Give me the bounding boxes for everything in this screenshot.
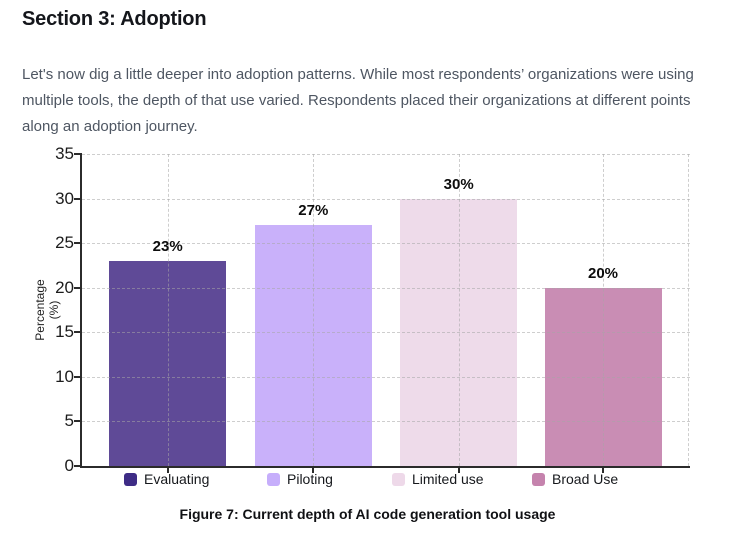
bar-value-label: 30% — [443, 175, 474, 193]
bar-value-label: 20% — [587, 264, 619, 282]
gridline-vertical — [167, 154, 169, 466]
y-axis-line — [80, 154, 82, 468]
y-axis-tick-label: 35 — [55, 144, 74, 163]
y-axis-tick-label: 10 — [55, 366, 74, 386]
legend-label: Piloting — [287, 471, 333, 487]
y-axis-tick-label: 0 — [64, 456, 74, 475]
intro-paragraph: Let's now dig a little deeper into adopt… — [22, 66, 694, 135]
legend-item-evaluating: Evaluating — [124, 471, 209, 487]
legend-item-piloting: Piloting — [267, 471, 333, 487]
y-axis-tick — [74, 420, 82, 423]
x-axis-tick — [602, 468, 604, 473]
legend-label: Broad Use — [552, 471, 619, 487]
y-axis-tick — [74, 286, 82, 289]
y-axis-tick-label: 5 — [64, 411, 74, 431]
y-axis-tick — [74, 153, 82, 155]
y-axis-tick-label: 30 — [55, 188, 74, 208]
y-axis-tick — [74, 375, 82, 378]
x-axis-tick — [312, 468, 315, 473]
legend-swatch-limited-use — [392, 472, 405, 486]
y-axis-tick — [74, 331, 82, 334]
legend-swatch-piloting — [267, 472, 280, 486]
gridline-vertical — [688, 154, 689, 466]
gridline-vertical — [458, 154, 460, 466]
y-axis-tick — [74, 465, 82, 467]
gridline-horizontal — [82, 332, 690, 334]
y-axis-tick-label: 20 — [55, 277, 74, 297]
x-axis-tick — [457, 468, 460, 473]
gridline-vertical — [603, 154, 604, 466]
legend-label: Limited use — [412, 471, 484, 487]
gridline-horizontal — [82, 421, 690, 423]
legend-item-broad-use: Broad Use — [532, 471, 618, 487]
y-axis-tick-label: 25 — [55, 233, 74, 253]
gridline-horizontal — [82, 287, 690, 289]
legend-item-limited-use: Limited use — [392, 471, 484, 487]
y-axis-tick — [74, 197, 82, 200]
section-title: Section 3: Adoption — [22, 8, 207, 30]
bar-value-label: 23% — [152, 237, 183, 255]
figure-caption: Figure 7: Current depth of AI code gener… — [179, 506, 556, 522]
gridline-horizontal — [82, 243, 690, 245]
gridline-horizontal — [82, 154, 690, 155]
y-axis-tick — [74, 242, 82, 245]
legend-swatch-broad-use — [532, 472, 545, 486]
legend-label: Evaluating — [144, 471, 210, 487]
y-axis-tick-label: 15 — [55, 322, 74, 342]
x-axis-tick — [166, 468, 169, 473]
x-axis-line — [80, 466, 690, 468]
legend-swatch-evaluating — [124, 472, 137, 486]
bar-value-label: 27% — [298, 202, 329, 220]
gridline-vertical — [313, 154, 315, 466]
gridline-horizontal — [82, 198, 690, 200]
gridline-horizontal — [82, 376, 690, 378]
